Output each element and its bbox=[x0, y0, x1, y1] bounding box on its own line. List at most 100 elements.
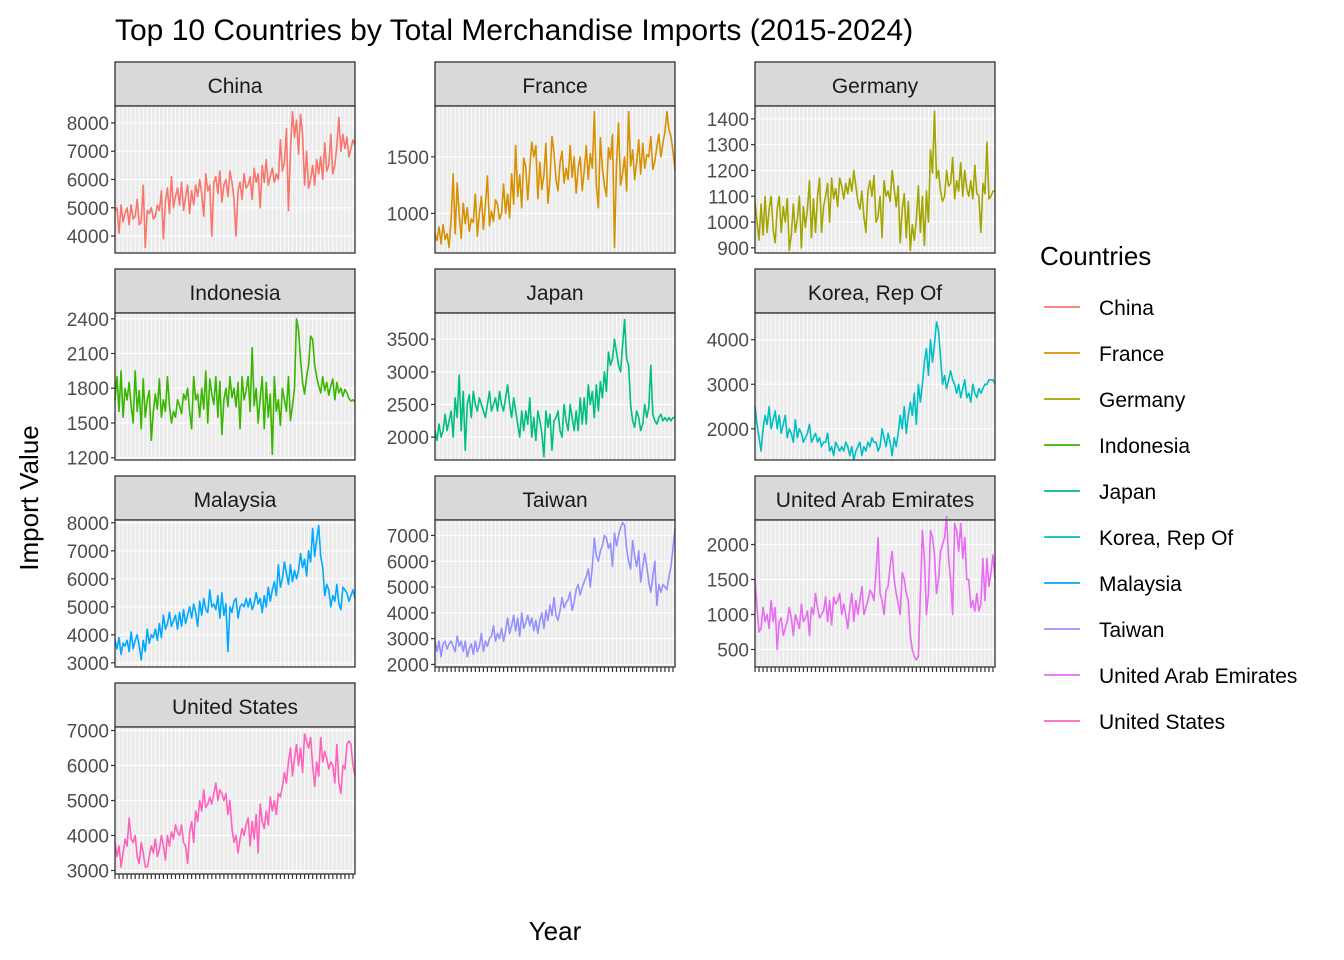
y-tick-label-united-states: 5000 bbox=[67, 792, 109, 813]
strip-china bbox=[114, 61, 356, 107]
panel-border-korea-rep-of bbox=[754, 312, 996, 461]
y-tick-label-taiwan: 2000 bbox=[387, 655, 429, 676]
strip-label-malaysia: Malaysia bbox=[194, 489, 277, 512]
y-tick-label-france: 1000 bbox=[387, 204, 429, 225]
y-tick-label-indonesia: 1500 bbox=[67, 414, 109, 435]
y-tick-label-japan: 3000 bbox=[387, 363, 429, 384]
y-tick-label-malaysia: 6000 bbox=[67, 570, 109, 591]
legend-label-taiwan: Taiwan bbox=[1099, 619, 1164, 642]
legend-item-japan: Japan bbox=[1044, 481, 1156, 504]
legend-item-united-states: United States bbox=[1044, 711, 1225, 734]
y-tick-label-korea-rep-of: 4000 bbox=[707, 331, 749, 352]
series-line-united-arab-emirates bbox=[754, 515, 996, 661]
y-tick-label-china: 7000 bbox=[67, 142, 109, 163]
legend-item-indonesia: Indonesia bbox=[1044, 435, 1190, 458]
panel-korea-rep-of: Korea, Rep Of 2000 3000 4000 bbox=[707, 268, 996, 461]
y-tick-label-taiwan: 7000 bbox=[387, 526, 429, 547]
y-tick-label-germany: 900 bbox=[717, 239, 749, 260]
strip-germany bbox=[754, 61, 996, 107]
strip-label-japan: Japan bbox=[526, 282, 583, 305]
y-tick-label-taiwan: 4000 bbox=[387, 604, 429, 625]
y-tick-label-france: 1500 bbox=[387, 148, 429, 169]
legend-item-germany: Germany bbox=[1044, 389, 1186, 412]
series-line-china bbox=[114, 110, 356, 249]
legend-label-france: France bbox=[1099, 343, 1164, 366]
series-line-japan bbox=[434, 318, 675, 458]
strip-label-china: China bbox=[208, 75, 263, 98]
panel-border-united-arab-emirates bbox=[754, 519, 996, 668]
y-tick-label-united-arab-emirates: 1500 bbox=[707, 571, 749, 592]
legend-item-taiwan: Taiwan bbox=[1044, 619, 1164, 642]
x-axis-title: Year bbox=[529, 916, 582, 946]
strip-indonesia bbox=[114, 268, 356, 314]
strip-label-indonesia: Indonesia bbox=[189, 282, 280, 305]
panel-france: France 1000 1500 bbox=[387, 61, 676, 254]
panel-china: China 4000 5000 6000 7000 8000 bbox=[67, 61, 356, 254]
y-tick-label-united-arab-emirates: 500 bbox=[717, 641, 749, 662]
strip-label-united-arab-emirates: United Arab Emirates bbox=[776, 489, 974, 512]
y-tick-label-malaysia: 7000 bbox=[67, 542, 109, 563]
strip-france bbox=[434, 61, 676, 107]
chart-title: Top 10 Countries by Total Merchandise Im… bbox=[115, 14, 913, 47]
legend-title: Countries bbox=[1040, 241, 1151, 271]
panel-japan: Japan 2000 2500 3000 3500 bbox=[387, 268, 676, 461]
y-tick-label-indonesia: 2400 bbox=[67, 310, 109, 331]
strip-label-france: France bbox=[522, 75, 587, 98]
panel-taiwan: Taiwan 2000 3000 4000 5000 6000 7000 bbox=[387, 475, 676, 676]
series-line-germany bbox=[754, 110, 995, 252]
legend-label-united-states: United States bbox=[1099, 711, 1225, 734]
y-tick-label-taiwan: 6000 bbox=[387, 552, 429, 573]
legend-item-france: France bbox=[1044, 343, 1164, 366]
y-tick-label-indonesia: 1800 bbox=[67, 379, 109, 400]
gridlines-korea-rep-of bbox=[754, 313, 995, 460]
legend-item-malaysia: Malaysia bbox=[1044, 573, 1182, 596]
strip-label-taiwan: Taiwan bbox=[522, 489, 587, 512]
facet-panels: China 4000 5000 6000 7000 8000 France 1000 1500 G… bbox=[67, 61, 996, 883]
strip-taiwan bbox=[434, 475, 676, 521]
y-tick-label-korea-rep-of: 3000 bbox=[707, 375, 749, 396]
panel-border-malaysia bbox=[114, 519, 356, 668]
x-ticks-taiwan bbox=[434, 667, 674, 672]
series-line-france bbox=[434, 110, 676, 249]
y-tick-label-germany: 1200 bbox=[707, 161, 749, 182]
panel-border-taiwan bbox=[434, 519, 676, 668]
legend-item-korea-rep-of: Korea, Rep Of bbox=[1044, 527, 1233, 550]
gridlines-united-states bbox=[114, 727, 355, 874]
y-tick-label-taiwan: 5000 bbox=[387, 578, 429, 599]
series-line-taiwan bbox=[434, 521, 676, 658]
series-line-indonesia bbox=[114, 317, 356, 456]
legend-label-malaysia: Malaysia bbox=[1099, 573, 1182, 596]
panel-indonesia: Indonesia 1200 1500 1800 2100 2400 bbox=[67, 268, 356, 470]
y-tick-label-korea-rep-of: 2000 bbox=[707, 420, 749, 441]
y-tick-label-japan: 2000 bbox=[387, 428, 429, 449]
legend-item-china: China bbox=[1044, 297, 1154, 320]
panel-germany: Germany 900 1000 1100 1200 1300 1400 bbox=[707, 61, 996, 260]
strip-label-germany: Germany bbox=[832, 75, 919, 98]
y-tick-label-china: 6000 bbox=[67, 171, 109, 192]
y-tick-label-malaysia: 5000 bbox=[67, 598, 109, 619]
y-axis-title: Import Value bbox=[14, 425, 44, 570]
strip-united-arab-emirates bbox=[754, 475, 996, 521]
y-tick-label-germany: 1300 bbox=[707, 136, 749, 157]
y-tick-label-china: 5000 bbox=[67, 199, 109, 220]
series-line-united-states bbox=[114, 733, 356, 868]
x-ticks-united-arab-emirates bbox=[754, 667, 994, 672]
y-tick-label-malaysia: 4000 bbox=[67, 626, 109, 647]
y-tick-label-taiwan: 3000 bbox=[387, 630, 429, 651]
legend-label-china: China bbox=[1099, 297, 1154, 320]
panel-united-arab-emirates: United Arab Emirates 500 1000 1500 2000 bbox=[707, 475, 996, 672]
y-tick-label-china: 4000 bbox=[67, 227, 109, 248]
x-ticks-united-states bbox=[114, 874, 354, 879]
y-tick-label-united-states: 4000 bbox=[67, 827, 109, 848]
panel-border-germany bbox=[754, 105, 996, 254]
strip-korea-rep-of bbox=[754, 268, 996, 314]
panel-border-japan bbox=[434, 312, 676, 461]
y-tick-label-germany: 1000 bbox=[707, 213, 749, 234]
y-tick-label-japan: 3500 bbox=[387, 330, 429, 351]
y-tick-label-united-states: 7000 bbox=[67, 722, 109, 743]
y-tick-label-indonesia: 2100 bbox=[67, 345, 109, 366]
y-tick-label-germany: 1400 bbox=[707, 110, 749, 131]
panel-border-indonesia bbox=[114, 312, 356, 461]
y-tick-label-malaysia: 3000 bbox=[67, 654, 109, 675]
legend-label-korea-rep-of: Korea, Rep Of bbox=[1099, 527, 1233, 550]
